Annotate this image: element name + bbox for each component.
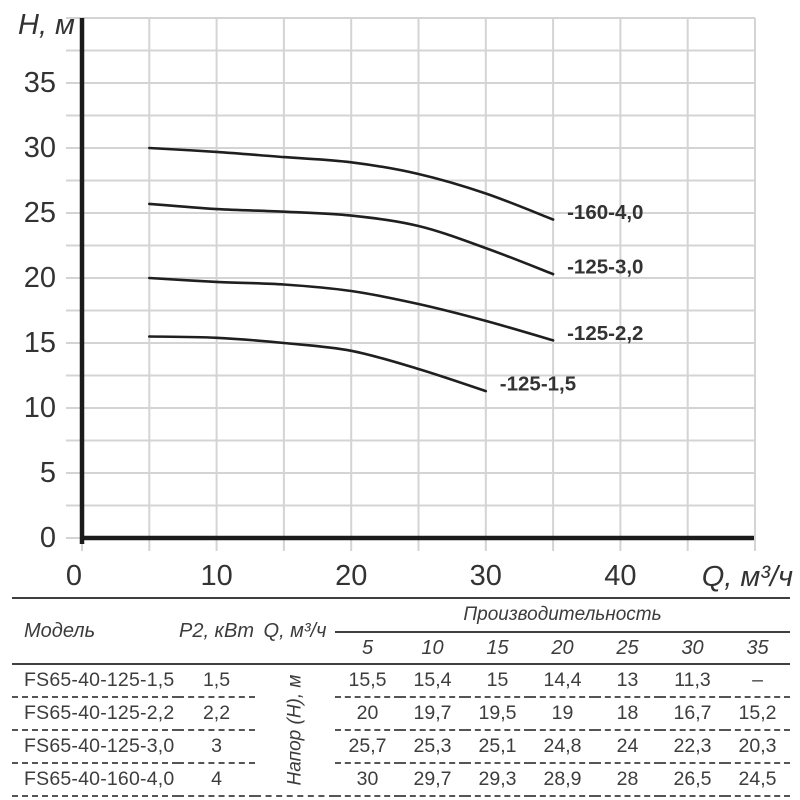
x-tick-label: 0 [66, 560, 82, 592]
head-value-cell: 15,5 [335, 665, 400, 698]
x-axis-title: Q, м³/ч [702, 561, 793, 592]
power-cell: 2,2 [178, 698, 255, 731]
head-value-cell: 24,8 [530, 731, 595, 764]
curve-label: -125-3,0 [567, 256, 643, 279]
head-value-cell: 11,3 [660, 665, 725, 698]
head-value-cell: 29,3 [465, 764, 530, 797]
curve-160-4,0 [148, 146, 555, 221]
head-value-cell: 14,4 [530, 665, 595, 698]
head-value-cell: 15,2 [725, 698, 790, 731]
head-value-cell: 28,9 [530, 764, 595, 797]
head-label-spacer-cell [255, 665, 335, 698]
y-tick-label: 10 [24, 392, 56, 424]
y-tick-label: 25 [24, 197, 56, 229]
head-value-cell: 24,5 [725, 764, 790, 797]
model-cell: FS65-40-160-4,0 [12, 764, 178, 797]
head-value-cell: 24 [595, 731, 660, 764]
head-value-cell: 29,7 [400, 764, 465, 797]
capacity-subheader: 25 [616, 636, 639, 659]
head-label-spacer-cell [255, 764, 335, 797]
capacity-subheaders: 5 10 15 20 25 30 35 [335, 633, 790, 663]
head-value-cell: 13 [595, 665, 660, 698]
head-value-cell: – [725, 665, 790, 698]
y-tick-label: 35 [24, 67, 56, 99]
grid-lines [66, 17, 756, 551]
power-cell: 1,5 [178, 665, 255, 698]
y-tick-label: 20 [24, 262, 56, 294]
y-tick-label: 5 [40, 457, 56, 489]
x-tick-label: 40 [604, 560, 636, 592]
y-tick-label: 30 [24, 132, 56, 164]
col-header-model: Модель [12, 599, 178, 665]
axes [79, 18, 754, 544]
x-tick-label: 10 [200, 560, 232, 592]
model-cell: FS65-40-125-1,5 [12, 665, 178, 698]
power-cell: 4 [178, 764, 255, 797]
head-value-cell: 15,4 [400, 665, 465, 698]
model-cell: FS65-40-125-2,2 [12, 698, 178, 731]
curve-125-3,0 [148, 202, 555, 276]
model-cell: FS65-40-125-3,0 [12, 731, 178, 764]
capacity-subheader: 20 [551, 636, 574, 659]
x-tick-label: 20 [335, 560, 367, 592]
col-header-power: P2, кВт [178, 599, 255, 665]
head-value-cell: 26,5 [660, 764, 725, 797]
head-value-cell: 20,3 [725, 731, 790, 764]
curve-label: -125-1,5 [500, 373, 576, 396]
capacity-subheader: 30 [681, 636, 704, 659]
head-value-cell: 19 [530, 698, 595, 731]
head-label-spacer-cell [255, 698, 335, 731]
head-value-cell: 25,7 [335, 731, 400, 764]
head-value-cell: 16,7 [660, 698, 725, 731]
capacity-subheader: 35 [746, 636, 769, 659]
capacity-subheader: 10 [421, 636, 444, 659]
x-tick-label: 30 [470, 560, 502, 592]
head-value-cell: 28 [595, 764, 660, 797]
y-tick-label: 15 [24, 327, 56, 359]
power-cell: 3 [178, 731, 255, 764]
y-tick-label: 0 [40, 522, 56, 554]
head-label-spacer-cell [255, 731, 335, 764]
col-header-capacity: Производительность [335, 599, 790, 633]
capacity-header-group: Производительность 5 10 15 20 25 30 35 [335, 599, 790, 665]
head-value-cell: 30 [335, 764, 400, 797]
head-value-cell: 20 [335, 698, 400, 731]
head-value-cell: 25,1 [465, 731, 530, 764]
curve-label: -125-2,2 [567, 322, 643, 345]
col-header-flow: Q, м³/ч [255, 599, 335, 665]
curve-125-2,2 [148, 276, 555, 342]
y-axis-title: H, м [18, 9, 75, 41]
head-value-cell: 22,3 [660, 731, 725, 764]
axis-tick-labels: 0 5 10 15 20 25 30 35 0 10 20 30 40 [24, 67, 637, 592]
head-value-cell: 25,3 [400, 731, 465, 764]
pump-curves-chart: 0 5 10 15 20 25 30 35 0 10 20 30 40 H, м Q, м³/ч -160-4… [18, 9, 793, 592]
capacity-subheader: 15 [486, 636, 509, 659]
head-value-cell: 18 [595, 698, 660, 731]
capacity-subheader: 5 [361, 636, 374, 659]
curve-125-1,5 [148, 335, 488, 393]
head-value-cell: 19,7 [400, 698, 465, 731]
curve-label: -160-4,0 [567, 201, 643, 224]
spec-table-wrap: Модель P2, кВт Q, м³/ч Производительност… [12, 597, 790, 797]
pump-spec-table: Модель P2, кВт Q, м³/ч Производительност… [12, 597, 790, 797]
head-value-cell: 19,5 [465, 698, 530, 731]
head-value-cell: 15 [465, 665, 530, 698]
